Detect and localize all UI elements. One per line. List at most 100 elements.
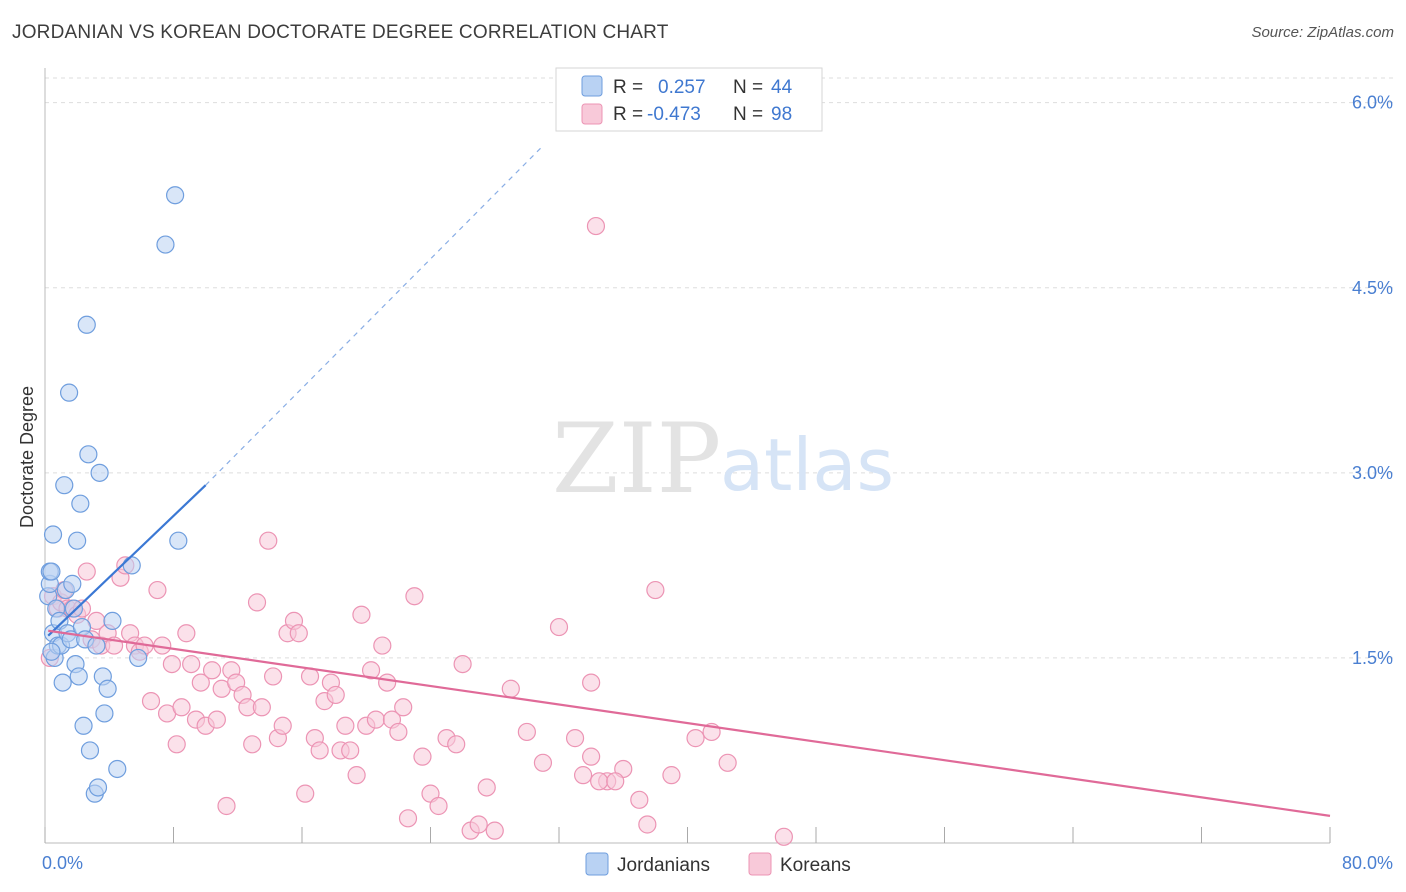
korean-point [573,766,593,785]
jordanian-point [108,759,127,779]
legend-r-value-jordanians: 0.257 [658,77,706,98]
jordanian-point [169,531,188,550]
legend-swatch-jordanians [581,75,603,97]
y-axis-label: Doctorate Degree [17,386,37,528]
korean-point [247,593,267,612]
korean-point [182,654,201,674]
korean-point [774,827,793,846]
grid-lines [45,77,1395,659]
y-tick-label: 6.0% [1352,93,1393,113]
jordanian-point [156,235,175,254]
jordanian-point [122,556,141,575]
jordanian-point [74,716,93,735]
korean-point [207,710,226,729]
legend-n-label-jordanians: N = [733,77,763,98]
korean-point [259,531,278,550]
jordanian-point [71,494,90,513]
korean-point [162,654,181,674]
jordanian-point [88,778,108,797]
korean-point [191,673,210,692]
korean-point [202,661,222,680]
jordanian-point [63,574,82,593]
legend-r-value-koreans: -0.473 [647,104,701,125]
jordanian-point [166,186,185,205]
korean-point [296,784,315,803]
legend-swatch-koreans [581,103,603,125]
x-tick-label-min: 0.0% [42,853,83,873]
korean-point [172,698,191,717]
korean-point [389,722,408,742]
jordanian-point [59,383,79,402]
korean-point [469,815,488,834]
korean-point [243,735,262,754]
jordanian-trendline-extension [205,145,544,486]
korean-point [429,796,448,816]
korean-point [662,766,681,785]
korean-point [590,772,609,791]
korean-point [582,673,601,692]
legend-n-value-jordanians: 44 [771,77,793,98]
jordanian-point [42,642,61,661]
korean-point [366,710,385,729]
korean-point [361,661,381,680]
series-legend: Jordanians Koreans [585,852,851,876]
chart-source: Source: ZipAtlas.com [1251,24,1394,41]
series-legend-label-koreans: Koreans [780,855,851,876]
jordanian-point [42,562,61,581]
korean-points [40,216,793,846]
legend-n-label-koreans: N = [733,104,763,125]
korean-point [501,679,520,698]
korean-point [352,605,371,624]
jordanian-trendline [47,484,207,637]
jordanian-point [53,673,72,692]
jordanian-point [77,315,96,334]
korean-trendline [48,629,1331,817]
jordanian-point [55,476,74,495]
korean-point [141,692,161,711]
jordanian-point [95,704,114,723]
chart-title: JORDANIAN VS KOREAN DOCTORATE DEGREE COR… [12,22,669,43]
korean-point [252,698,271,717]
legend-r-label-koreans: R = [613,104,643,125]
korean-point [177,624,196,643]
legend-n-value-koreans: 98 [771,104,792,125]
series-legend-swatch-koreans [748,852,772,876]
korean-point [405,587,424,606]
korean-point [77,562,96,581]
korean-point [289,624,308,643]
korean-point [373,636,392,655]
korean-point [565,729,585,748]
korean-point [263,667,283,686]
korean-point [586,216,606,236]
jordanian-point [79,445,98,464]
series-legend-label-jordanians: Jordanians [617,855,710,876]
korean-point [517,722,536,742]
korean-point [310,741,329,760]
korean-point [413,747,432,766]
stats-legend: R = 0.257 N = 44 R = -0.473 N = 98 [555,67,823,132]
y-tick-label: 4.5% [1352,278,1393,298]
jordanian-point [90,463,109,482]
jordanian-point [129,648,148,668]
korean-point [273,716,292,735]
korean-point [217,796,236,816]
korean-point [378,673,397,692]
jordanian-point [103,611,122,631]
korean-point [549,617,569,637]
jordanian-point [64,599,84,618]
y-tick-label: 1.5% [1352,648,1393,668]
y-tick-label: 3.0% [1352,463,1393,483]
korean-point [638,815,657,834]
korean-point [582,747,601,766]
jordanian-point [69,667,88,686]
legend-r-label-jordanians: R = [613,77,643,98]
watermark: ZIP atlas [552,403,894,515]
korean-point [477,778,496,797]
watermark-zip: ZIP [552,403,721,515]
korean-point [718,753,737,772]
korean-point [646,580,665,600]
jordanian-point [68,531,87,550]
korean-point [326,685,345,705]
korean-point [394,698,413,717]
jordanian-point [98,679,117,698]
